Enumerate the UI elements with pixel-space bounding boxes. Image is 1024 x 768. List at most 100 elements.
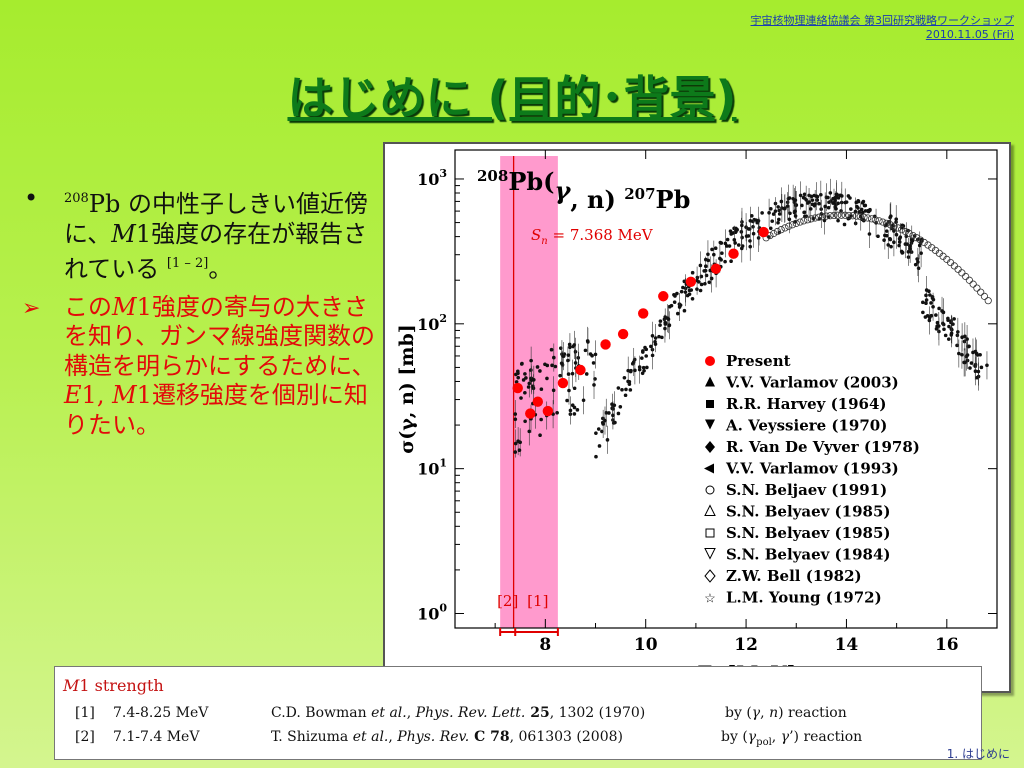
data-point bbox=[935, 320, 940, 325]
data-point bbox=[663, 321, 668, 326]
data-point bbox=[675, 311, 680, 316]
legend-marker-icon bbox=[704, 504, 716, 516]
present-point bbox=[542, 405, 554, 417]
data-point-open bbox=[916, 236, 925, 244]
data-point bbox=[740, 223, 744, 228]
data-point bbox=[703, 281, 707, 286]
data-point bbox=[867, 232, 872, 236]
data-point bbox=[960, 352, 964, 357]
legend-marker-icon bbox=[705, 485, 715, 495]
ref-author: C.D. Bowman bbox=[271, 705, 372, 721]
data-point bbox=[836, 218, 840, 223]
data-point-open bbox=[852, 212, 861, 220]
ref-pages: , 1302 (1970) bbox=[549, 705, 646, 721]
m1-number: 1 bbox=[136, 381, 152, 409]
data-point-open bbox=[803, 216, 812, 224]
bullet-text: の中性子しきい値近傍に、 bbox=[64, 190, 368, 248]
data-point bbox=[628, 388, 633, 392]
data-point bbox=[942, 327, 946, 332]
data-point-open bbox=[913, 234, 921, 242]
data-point-open bbox=[924, 241, 932, 249]
reaction-label: 208Pb(γ, n) 207Pb bbox=[477, 167, 690, 214]
present-point bbox=[685, 276, 697, 288]
data-point-open bbox=[819, 213, 827, 221]
data-point bbox=[892, 240, 896, 245]
data-point bbox=[572, 405, 577, 410]
data-point bbox=[644, 347, 649, 352]
data-point-open bbox=[879, 218, 887, 226]
data-point bbox=[946, 337, 951, 341]
legend-entry-label: L.M. Young (1972) bbox=[726, 589, 882, 607]
data-point bbox=[815, 198, 820, 202]
element-symbol: Pb bbox=[88, 190, 121, 218]
bullet-text: 強度の存在が報告されている bbox=[64, 219, 368, 284]
data-point bbox=[545, 376, 549, 381]
present-point bbox=[532, 396, 544, 407]
data-point bbox=[785, 204, 790, 208]
data-point bbox=[924, 293, 928, 298]
ref-etal: et al. bbox=[352, 729, 389, 745]
data-point bbox=[916, 266, 921, 271]
data-point bbox=[527, 429, 532, 434]
data-point bbox=[613, 420, 617, 425]
data-point bbox=[601, 416, 605, 421]
data-point bbox=[735, 227, 739, 232]
data-point bbox=[663, 326, 667, 331]
data-point bbox=[513, 412, 518, 416]
data-point bbox=[985, 363, 989, 368]
data-point-open bbox=[928, 244, 936, 252]
plot-frame bbox=[454, 149, 998, 629]
data-point bbox=[527, 381, 532, 386]
data-point bbox=[727, 244, 732, 248]
present-point bbox=[525, 408, 536, 419]
data-point bbox=[689, 288, 694, 292]
data-point bbox=[720, 251, 724, 256]
data-point bbox=[917, 243, 922, 248]
data-point bbox=[854, 200, 859, 205]
data-point bbox=[543, 362, 547, 367]
data-point bbox=[732, 238, 737, 242]
data-point bbox=[863, 209, 868, 213]
data-point bbox=[808, 207, 813, 211]
data-point bbox=[826, 195, 830, 200]
data-point-open bbox=[973, 284, 981, 292]
ref-volume: 25 bbox=[525, 705, 550, 721]
data-point bbox=[523, 390, 527, 395]
data-point bbox=[751, 224, 755, 229]
data-point bbox=[675, 291, 679, 296]
data-point bbox=[810, 202, 815, 207]
legend-entry-label: R. Van De Vyver (1978) bbox=[726, 438, 920, 456]
x-tick-label: 10 bbox=[634, 635, 658, 655]
data-point bbox=[840, 194, 844, 198]
data-point bbox=[622, 375, 627, 380]
data-point bbox=[767, 211, 771, 215]
data-point bbox=[728, 229, 733, 233]
data-point bbox=[650, 353, 655, 358]
data-point bbox=[793, 198, 798, 202]
data-point bbox=[514, 380, 519, 384]
data-point bbox=[924, 301, 928, 306]
data-point-open bbox=[788, 221, 797, 229]
ref-sep: , bbox=[388, 729, 398, 745]
reaction-text: ) reaction bbox=[778, 705, 847, 721]
data-point bbox=[800, 203, 804, 208]
present-point bbox=[758, 226, 769, 238]
data-point bbox=[733, 241, 737, 245]
present-point bbox=[575, 364, 586, 376]
data-point-open bbox=[845, 211, 853, 220]
data-point bbox=[862, 203, 867, 208]
legend-marker-icon bbox=[704, 569, 716, 583]
data-point bbox=[568, 345, 572, 350]
data-point bbox=[620, 387, 624, 392]
data-point bbox=[739, 230, 744, 234]
data-point bbox=[565, 398, 569, 403]
present-point bbox=[728, 248, 739, 259]
data-point-open bbox=[984, 297, 992, 305]
data-point bbox=[600, 429, 604, 434]
data-point bbox=[519, 362, 524, 366]
data-point bbox=[771, 212, 776, 216]
band-label-ref2: [2] bbox=[497, 592, 518, 610]
data-point-open bbox=[815, 213, 823, 221]
ref-number: [2] bbox=[75, 729, 95, 745]
data-point bbox=[921, 310, 925, 315]
